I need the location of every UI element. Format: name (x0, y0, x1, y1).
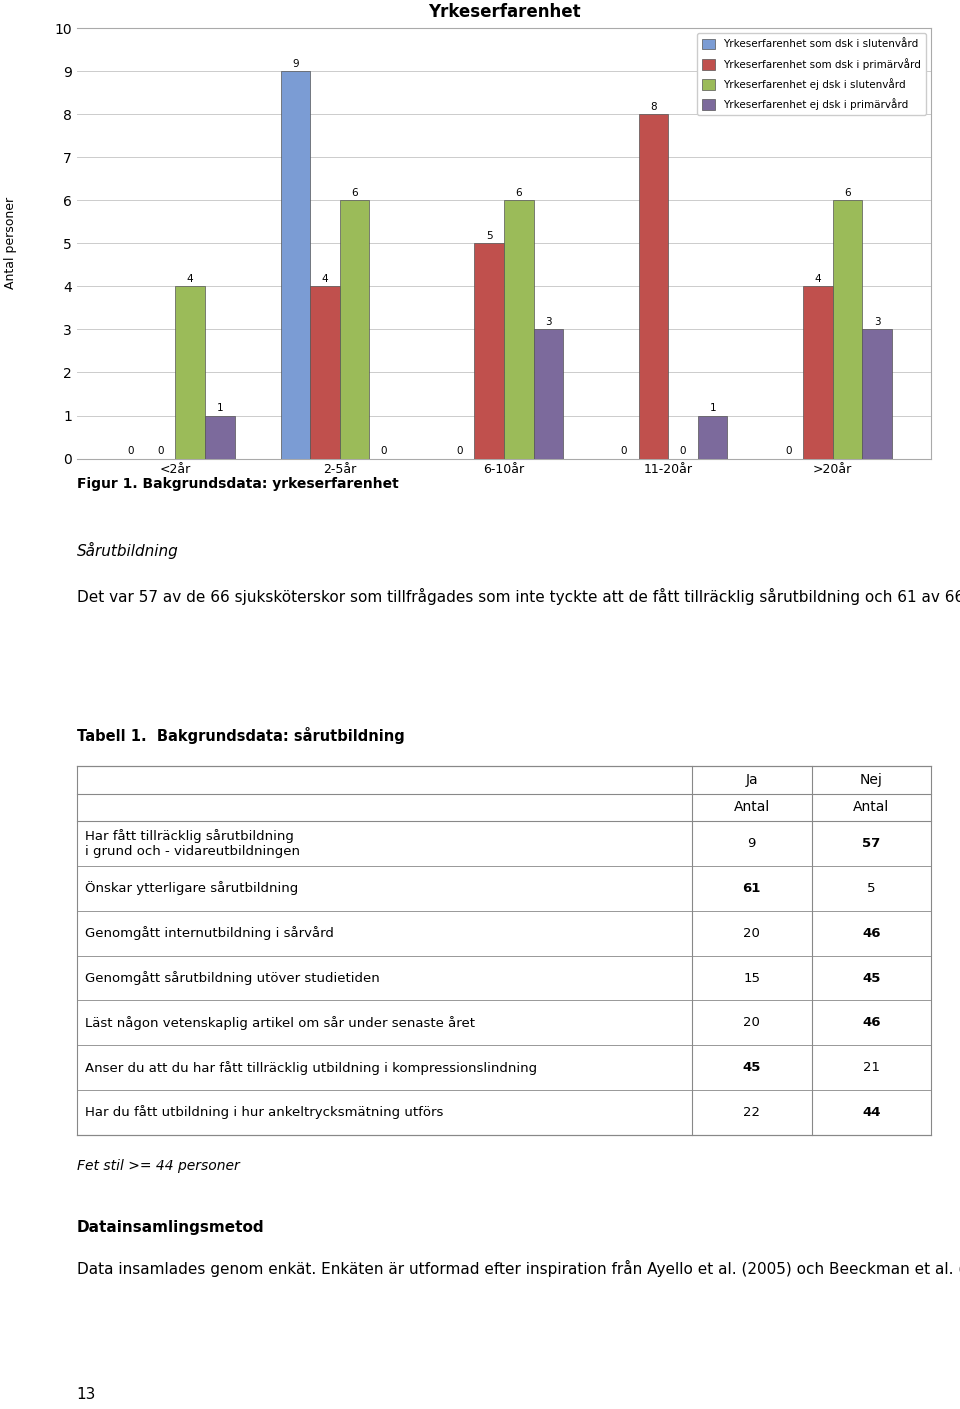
Text: 0: 0 (456, 447, 463, 457)
Bar (280, 72, 310, 458)
Text: 22: 22 (743, 1106, 760, 1119)
Text: Sårutbildning: Sårutbildning (77, 542, 179, 559)
Text: 6: 6 (351, 189, 358, 199)
Text: Antal: Antal (853, 800, 890, 814)
Text: 4: 4 (814, 275, 821, 285)
Text: 0: 0 (157, 447, 164, 457)
Text: 4: 4 (322, 275, 328, 285)
Text: 9: 9 (748, 837, 756, 850)
Text: Har fått tillräcklig sårutbildning
i grund och - vidareutbildningen: Har fått tillräcklig sårutbildning i gru… (85, 830, 300, 858)
Title: Yrkeserfarenhet: Yrkeserfarenhet (428, 3, 580, 21)
Bar (698, 416, 728, 458)
Text: 0: 0 (621, 447, 627, 457)
Text: Fet stil >= 44 personer: Fet stil >= 44 personer (77, 1158, 240, 1172)
Bar (176, 286, 205, 458)
Text: 57: 57 (862, 837, 880, 850)
Text: 5: 5 (867, 882, 876, 895)
Text: 6: 6 (844, 189, 851, 199)
Text: 46: 46 (862, 1016, 880, 1030)
Text: 8: 8 (650, 101, 657, 113)
Text: 61: 61 (743, 882, 761, 895)
Text: Anser du att du har fått tillräcklig utbildning i kompressionslindning: Anser du att du har fått tillräcklig utb… (85, 1061, 538, 1075)
Text: Har du fått utbildning i hur ankeltrycksmätning utförs: Har du fått utbildning i hur ankeltrycks… (85, 1106, 444, 1120)
Bar (862, 330, 892, 458)
Bar (832, 200, 862, 458)
Text: 45: 45 (743, 1061, 761, 1074)
Text: 20: 20 (743, 927, 760, 940)
Text: Nej: Nej (860, 772, 883, 786)
Bar (638, 114, 668, 458)
Text: Datainsamlingsmetod: Datainsamlingsmetod (77, 1220, 264, 1234)
Bar (504, 200, 534, 458)
Text: 4: 4 (187, 275, 194, 285)
Text: 0: 0 (680, 447, 686, 457)
Text: 45: 45 (862, 972, 880, 985)
Text: Genomgått sårutbildning utöver studietiden: Genomgått sårutbildning utöver studietid… (85, 971, 380, 985)
Text: 5: 5 (486, 231, 492, 241)
Text: 0: 0 (128, 447, 134, 457)
Text: 3: 3 (874, 317, 880, 327)
Bar (205, 416, 234, 458)
Legend: Yrkeserfarenhet som dsk i slutenvård, Yrkeserfarenhet som dsk i primärvård, Yrke: Yrkeserfarenhet som dsk i slutenvård, Yr… (697, 34, 926, 116)
Text: Data insamlades genom enkät. Enkäten är utformad efter inspiration från Ayello e: Data insamlades genom enkät. Enkäten är … (77, 1260, 960, 1278)
Bar (340, 200, 370, 458)
Text: 0: 0 (381, 447, 387, 457)
Text: 6: 6 (516, 189, 522, 199)
Bar (534, 330, 564, 458)
Text: 15: 15 (743, 972, 760, 985)
Text: 1: 1 (709, 403, 716, 413)
Text: Läst någon vetenskaplig artikel om sår under senaste året: Läst någon vetenskaplig artikel om sår u… (85, 1016, 475, 1030)
Text: 46: 46 (862, 927, 880, 940)
Text: 13: 13 (77, 1386, 96, 1402)
Text: Genomgått internutbildning i sårvård: Genomgått internutbildning i sårvård (85, 926, 334, 940)
Text: 44: 44 (862, 1106, 880, 1119)
Bar (474, 244, 504, 458)
Text: 21: 21 (863, 1061, 880, 1074)
Bar (310, 286, 340, 458)
Text: 9: 9 (292, 59, 299, 69)
Text: 0: 0 (785, 447, 791, 457)
Text: Det var 57 av de 66 sjuksköterskor som tillfrågades som inte tyckte att de fått : Det var 57 av de 66 sjuksköterskor som t… (77, 588, 960, 604)
Text: Ja: Ja (746, 772, 758, 786)
Bar (804, 286, 832, 458)
Text: 3: 3 (545, 317, 552, 327)
Y-axis label: Antal personer: Antal personer (4, 197, 17, 289)
Text: 20: 20 (743, 1016, 760, 1030)
Text: Tabell 1.  Bakgrundsdata: sårutbildning: Tabell 1. Bakgrundsdata: sårutbildning (77, 727, 404, 744)
Text: 1: 1 (216, 403, 223, 413)
Text: Figur 1. Bakgrundsdata: yrkeserfarenhet: Figur 1. Bakgrundsdata: yrkeserfarenhet (77, 478, 398, 490)
Text: Antal: Antal (733, 800, 770, 814)
Text: Önskar ytterligare sårutbildning: Önskar ytterligare sårutbildning (85, 882, 299, 896)
